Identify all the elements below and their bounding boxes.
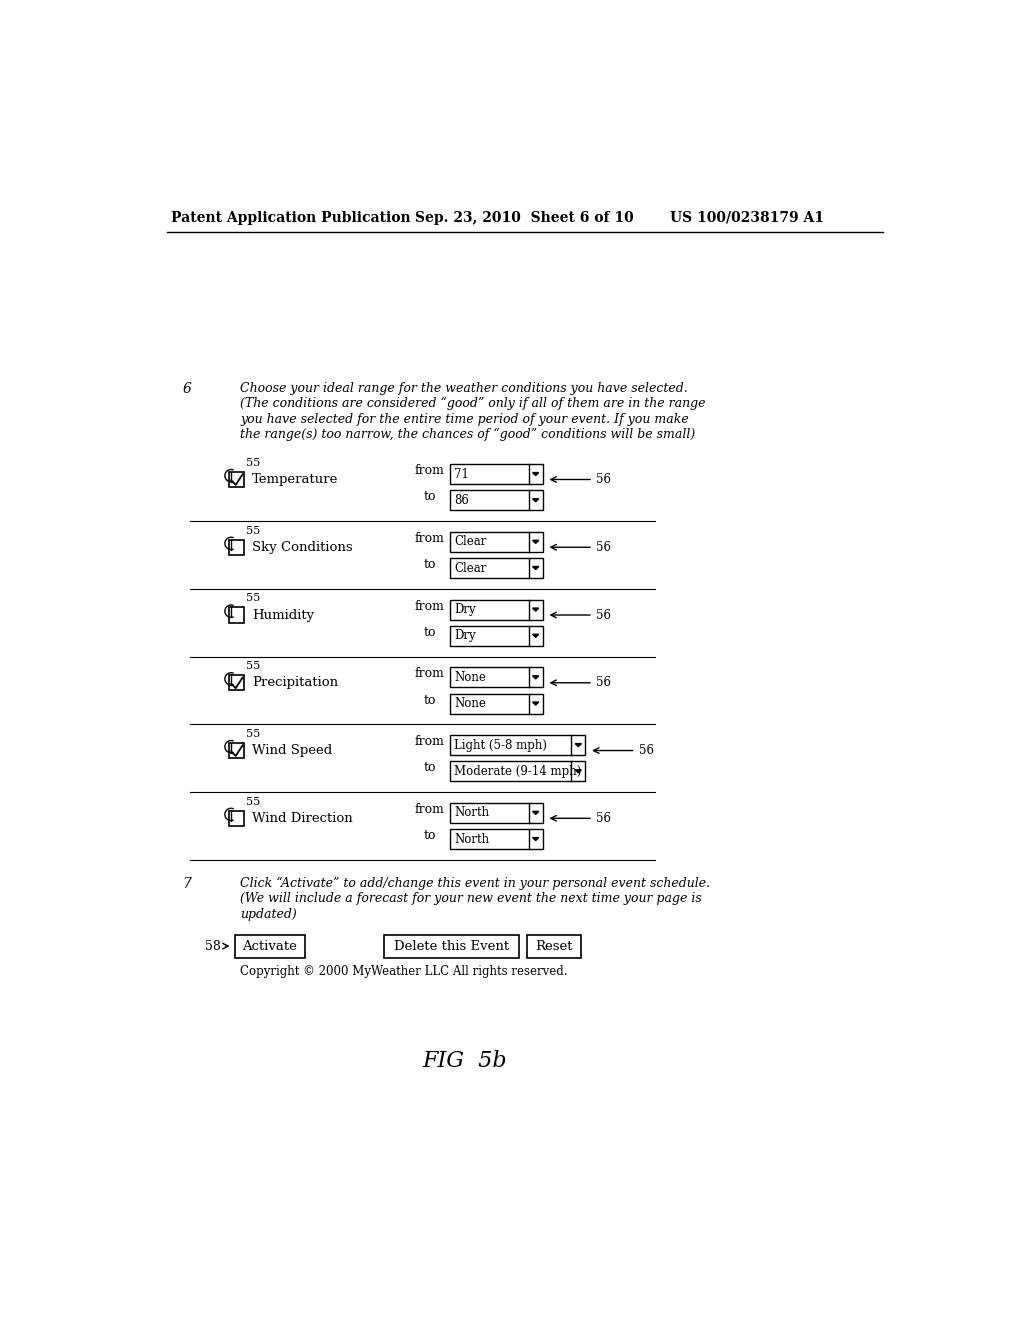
- Text: to: to: [424, 490, 436, 503]
- Bar: [450, 668, 543, 688]
- Text: 56: 56: [596, 609, 611, 622]
- Text: (The conditions are considered “good” only if all of them are in the range: (The conditions are considered “good” on…: [241, 397, 706, 411]
- Text: 7: 7: [182, 876, 191, 891]
- Text: North: North: [455, 807, 489, 820]
- Bar: [450, 762, 586, 781]
- Bar: [450, 490, 543, 511]
- Text: to: to: [424, 558, 436, 572]
- Text: Humidity: Humidity: [252, 609, 314, 622]
- Text: Temperature: Temperature: [252, 473, 338, 486]
- Text: to: to: [424, 762, 436, 775]
- Polygon shape: [532, 566, 539, 570]
- Bar: [228, 607, 245, 623]
- Bar: [228, 675, 245, 690]
- Text: Patent Application Publication: Patent Application Publication: [171, 211, 411, 224]
- Bar: [450, 803, 543, 822]
- Text: Sky Conditions: Sky Conditions: [252, 541, 352, 554]
- Text: from: from: [415, 599, 444, 612]
- Text: to: to: [424, 693, 436, 706]
- Polygon shape: [575, 743, 582, 747]
- Text: North: North: [455, 833, 489, 846]
- Text: the range(s) too narrow, the chances of “good” conditions will be small): the range(s) too narrow, the chances of …: [241, 428, 695, 441]
- Text: 56: 56: [639, 744, 653, 758]
- Text: 55: 55: [246, 525, 260, 536]
- Text: Moderate (9-14 mph): Moderate (9-14 mph): [455, 764, 582, 777]
- Text: Dry: Dry: [455, 630, 476, 643]
- Text: Clear: Clear: [455, 536, 486, 548]
- Polygon shape: [532, 676, 539, 678]
- Bar: [228, 743, 245, 758]
- Text: from: from: [415, 803, 444, 816]
- Text: 56: 56: [596, 541, 611, 554]
- Text: Dry: Dry: [455, 603, 476, 616]
- Polygon shape: [532, 473, 539, 475]
- Text: FIG  5b: FIG 5b: [423, 1051, 507, 1072]
- Text: Delete this Event: Delete this Event: [394, 940, 509, 953]
- Bar: [450, 693, 543, 714]
- Bar: [450, 599, 543, 619]
- Bar: [450, 532, 543, 552]
- Polygon shape: [532, 540, 539, 544]
- Text: US 100/0238179 A1: US 100/0238179 A1: [671, 211, 824, 224]
- Text: updated): updated): [241, 908, 297, 920]
- Text: from: from: [415, 668, 444, 680]
- Text: 56: 56: [596, 812, 611, 825]
- Polygon shape: [532, 702, 539, 705]
- Text: 86: 86: [455, 494, 469, 507]
- Bar: [450, 829, 543, 849]
- Bar: [228, 540, 245, 554]
- Bar: [450, 626, 543, 645]
- Text: Click “Activate” to add/change this event in your personal event schedule.: Click “Activate” to add/change this even…: [241, 876, 711, 890]
- Text: Wind Speed: Wind Speed: [252, 744, 332, 758]
- Bar: [228, 471, 245, 487]
- Bar: [384, 935, 519, 958]
- Text: 55: 55: [246, 661, 260, 671]
- Text: 55: 55: [246, 458, 260, 467]
- Text: Precipitation: Precipitation: [252, 676, 338, 689]
- Bar: [450, 735, 586, 755]
- Text: 55: 55: [246, 797, 260, 807]
- Text: None: None: [455, 671, 486, 684]
- Text: Clear: Clear: [455, 561, 486, 574]
- Text: to: to: [424, 829, 436, 842]
- Text: 56: 56: [596, 473, 611, 486]
- Bar: [450, 558, 543, 578]
- Bar: [450, 465, 543, 484]
- Text: 56: 56: [596, 676, 611, 689]
- Text: Wind Direction: Wind Direction: [252, 812, 352, 825]
- Text: 6: 6: [182, 381, 191, 396]
- Text: you have selected for the entire time period of your event. If you make: you have selected for the entire time pe…: [241, 412, 689, 425]
- Polygon shape: [532, 837, 539, 841]
- Bar: [228, 810, 245, 826]
- Text: Activate: Activate: [243, 940, 297, 953]
- Bar: [234, 935, 305, 958]
- Polygon shape: [532, 499, 539, 502]
- Text: 58: 58: [205, 940, 221, 953]
- Polygon shape: [575, 770, 582, 774]
- Polygon shape: [532, 812, 539, 814]
- Text: from: from: [415, 735, 444, 748]
- Text: from: from: [415, 532, 444, 545]
- Text: Copyright © 2000 MyWeather LLC All rights reserved.: Copyright © 2000 MyWeather LLC All right…: [241, 965, 568, 978]
- Text: from: from: [415, 465, 444, 477]
- Text: (We will include a forecast for your new event the next time your page is: (We will include a forecast for your new…: [241, 892, 702, 906]
- Text: to: to: [424, 626, 436, 639]
- Text: None: None: [455, 697, 486, 710]
- Text: 55: 55: [246, 594, 260, 603]
- Text: Light (5-8 mph): Light (5-8 mph): [455, 739, 547, 751]
- Text: 71: 71: [455, 467, 469, 480]
- Text: 55: 55: [246, 729, 260, 739]
- Bar: [527, 935, 582, 958]
- Polygon shape: [532, 609, 539, 611]
- Polygon shape: [532, 635, 539, 638]
- Text: Sep. 23, 2010  Sheet 6 of 10: Sep. 23, 2010 Sheet 6 of 10: [415, 211, 634, 224]
- Text: Reset: Reset: [536, 940, 573, 953]
- Text: Choose your ideal range for the weather conditions you have selected.: Choose your ideal range for the weather …: [241, 381, 688, 395]
